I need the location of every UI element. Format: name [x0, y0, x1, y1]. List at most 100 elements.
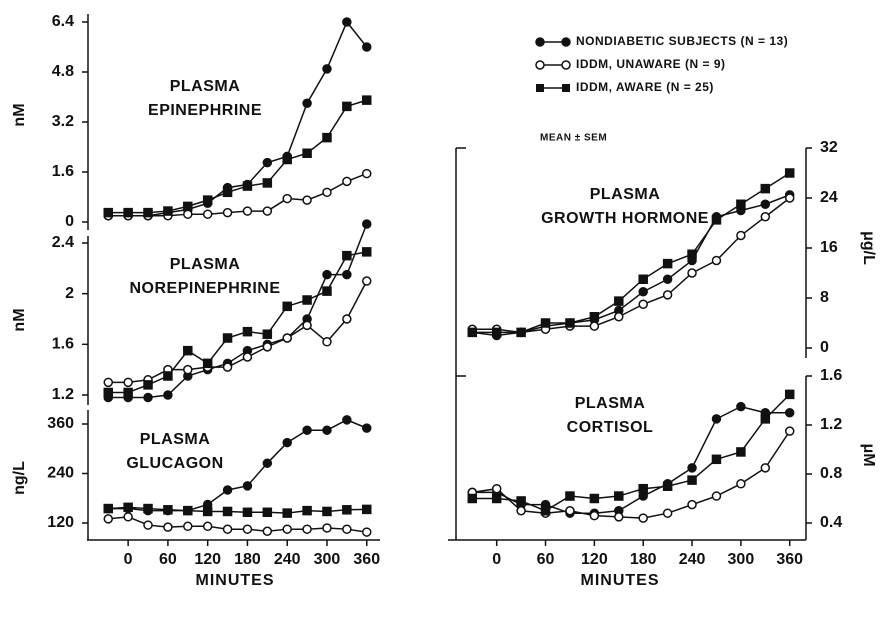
marker — [638, 274, 648, 284]
marker — [614, 312, 624, 322]
marker — [282, 193, 292, 204]
y-tick-label: 1.2 — [52, 386, 74, 403]
y-tick-label: 4.8 — [52, 63, 74, 80]
marker — [262, 178, 273, 188]
marker — [123, 207, 133, 218]
marker — [687, 268, 697, 278]
marker — [163, 206, 173, 216]
marker — [687, 475, 697, 485]
marker — [342, 250, 352, 261]
x-tick-label: 240 — [274, 551, 301, 568]
legend-marker — [535, 60, 545, 70]
marker — [103, 377, 114, 388]
marker — [282, 301, 292, 312]
y-tick-label: 8 — [820, 289, 829, 306]
marker — [784, 168, 795, 178]
marker — [183, 209, 193, 219]
marker — [163, 371, 173, 381]
legend-label: IDDM, AWARE (N = 25) — [576, 80, 714, 94]
marker — [736, 199, 746, 209]
marker — [282, 508, 292, 518]
marker — [302, 524, 312, 534]
marker — [322, 523, 332, 533]
x-axis-label: MINUTES — [581, 572, 660, 589]
y-tick-label: 32 — [820, 139, 838, 156]
panel-title: CORTISOL — [567, 419, 654, 436]
marker — [589, 493, 600, 504]
marker — [784, 389, 795, 400]
panel-title: EPINEPHRINE — [148, 102, 262, 119]
y-tick-label: 1.2 — [820, 416, 842, 433]
marker — [242, 181, 253, 191]
marker — [322, 132, 332, 143]
panel-title: PLASMA — [140, 431, 211, 448]
marker — [262, 329, 273, 339]
marker — [736, 230, 746, 241]
marker — [784, 408, 795, 418]
marker — [322, 337, 332, 347]
marker — [361, 247, 372, 257]
y-tick-label: 1.6 — [52, 163, 74, 180]
x-tick-label: 180 — [630, 551, 657, 568]
marker — [163, 390, 173, 400]
marker — [302, 195, 312, 205]
x-tick-label: 180 — [234, 551, 261, 568]
panel-title: GROWTH HORMONE — [541, 210, 709, 227]
legend-marker — [536, 84, 544, 92]
marker — [222, 485, 233, 495]
marker — [242, 507, 253, 518]
marker — [711, 454, 722, 465]
marker — [760, 199, 771, 209]
y-tick-label: 1.6 — [52, 336, 74, 353]
marker — [361, 42, 372, 52]
marker — [784, 426, 795, 436]
y-tick-label: 0.4 — [820, 514, 842, 531]
marker — [361, 168, 372, 179]
marker — [222, 187, 233, 198]
panel-title: PLASMA — [170, 78, 241, 95]
marker — [302, 148, 312, 158]
marker — [202, 209, 213, 219]
marker — [614, 512, 624, 522]
x-tick-label: 360 — [353, 551, 380, 568]
marker — [183, 345, 193, 356]
marker — [516, 496, 526, 506]
marker — [662, 481, 673, 491]
x-tick-label: 300 — [314, 551, 341, 568]
y-tick-label: 24 — [820, 189, 838, 206]
panel-title: GLUCAGON — [126, 455, 223, 472]
marker — [183, 505, 193, 516]
marker — [183, 201, 193, 212]
marker — [242, 326, 253, 337]
marker — [262, 507, 273, 518]
marker — [322, 506, 332, 517]
x-tick-label: 60 — [159, 551, 177, 568]
marker — [222, 207, 233, 218]
marker — [589, 321, 600, 331]
marker — [491, 493, 502, 504]
marker — [322, 425, 332, 435]
marker — [183, 521, 193, 532]
y-tick-label: 0.8 — [820, 465, 842, 482]
y-tick-label: 16 — [820, 239, 838, 256]
marker — [342, 17, 352, 27]
y-tick-label: 0 — [65, 213, 74, 230]
marker — [123, 512, 133, 522]
legend-marker — [561, 60, 571, 70]
y-tick-label: 240 — [47, 465, 74, 482]
y-axis-label: μg/L — [860, 231, 877, 265]
x-tick-label: 0 — [124, 551, 133, 568]
x-tick-label: 0 — [492, 551, 501, 568]
y-tick-label: 6.4 — [52, 13, 74, 30]
marker — [123, 387, 133, 398]
marker — [262, 458, 273, 468]
marker — [282, 524, 292, 534]
marker — [361, 504, 372, 515]
y-tick-label: 2 — [65, 285, 74, 302]
marker — [143, 392, 153, 403]
marker — [638, 513, 648, 523]
y-tick-label: 120 — [47, 514, 74, 531]
marker — [662, 258, 673, 269]
marker — [760, 463, 771, 473]
panel-title: PLASMA — [575, 395, 646, 412]
